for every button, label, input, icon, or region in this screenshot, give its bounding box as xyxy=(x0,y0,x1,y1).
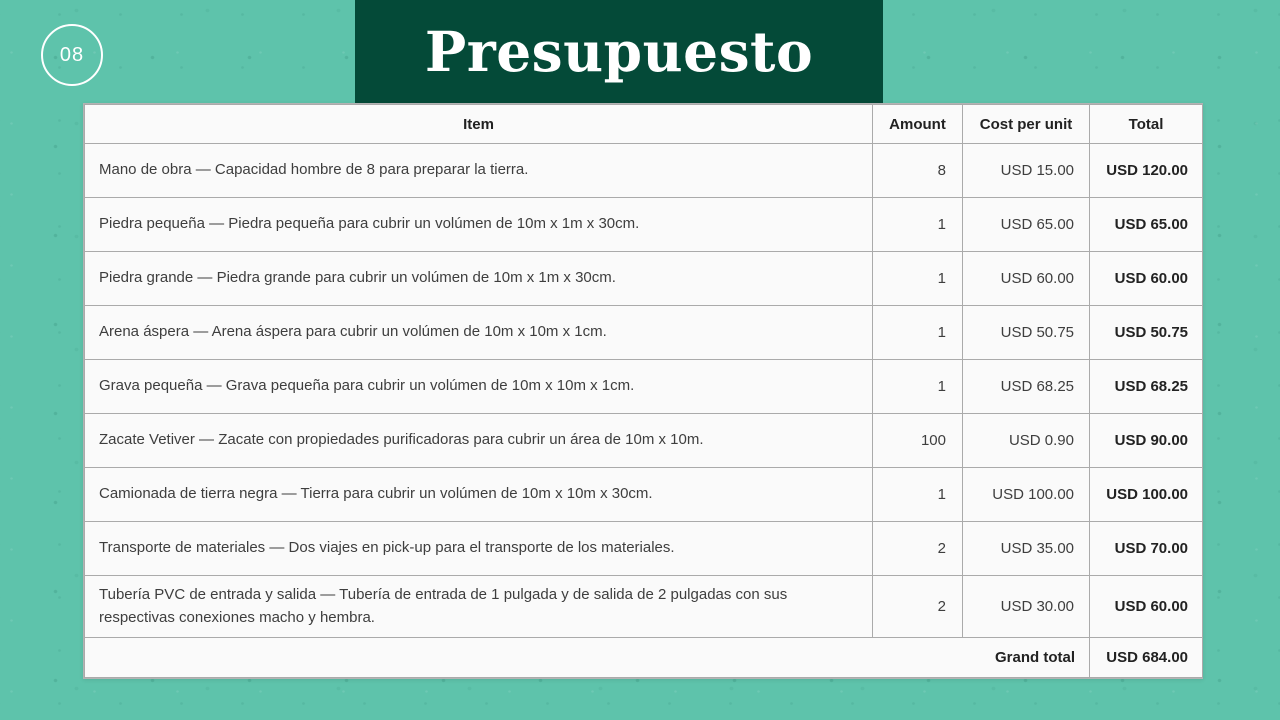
item-cell: Tubería PVC de entrada y salida — Tuberí… xyxy=(84,575,873,638)
cost-cell: USD 35.00 xyxy=(962,521,1090,576)
item-cell: Mano de obra — Capacidad hombre de 8 par… xyxy=(84,143,873,198)
amount-cell: 1 xyxy=(872,197,963,252)
cost-cell: USD 50.75 xyxy=(962,305,1090,360)
page-number-badge: 08 xyxy=(41,24,103,86)
page-number: 08 xyxy=(59,43,85,66)
amount-cell: 1 xyxy=(872,251,963,306)
item-cell: Grava pequeña — Grava pequeña para cubri… xyxy=(84,359,873,414)
amount-cell: 1 xyxy=(872,359,963,414)
table-header-row: Item Amount Cost per unit Total xyxy=(84,104,1203,144)
total-cell: USD 60.00 xyxy=(1089,251,1203,306)
total-cell: USD 60.00 xyxy=(1089,575,1203,638)
cost-cell: USD 100.00 xyxy=(962,467,1090,522)
amount-cell: 2 xyxy=(872,575,963,638)
item-cell: Transporte de materiales — Dos viajes en… xyxy=(84,521,873,576)
column-header-cost: Cost per unit xyxy=(962,104,1090,144)
total-cell: USD 70.00 xyxy=(1089,521,1203,576)
table-row: Camionada de tierra negra — Tierra para … xyxy=(84,467,1203,522)
table-row: Arena áspera — Arena áspera para cubrir … xyxy=(84,305,1203,360)
total-cell: USD 65.00 xyxy=(1089,197,1203,252)
item-cell: Piedra pequeña — Piedra pequeña para cub… xyxy=(84,197,873,252)
total-cell: USD 68.25 xyxy=(1089,359,1203,414)
budget-table-card: Item Amount Cost per unit Total Mano de … xyxy=(83,103,1203,679)
table-row: Tubería PVC de entrada y salida — Tuberí… xyxy=(84,575,1203,638)
item-cell: Zacate Vetiver — Zacate con propiedades … xyxy=(84,413,873,468)
cost-cell: USD 65.00 xyxy=(962,197,1090,252)
table-row: Zacate Vetiver — Zacate con propiedades … xyxy=(84,413,1203,468)
amount-cell: 8 xyxy=(872,143,963,198)
cost-cell: USD 15.00 xyxy=(962,143,1090,198)
column-header-total: Total xyxy=(1089,104,1203,144)
table-row: Mano de obra — Capacidad hombre de 8 par… xyxy=(84,143,1203,198)
total-cell: USD 120.00 xyxy=(1089,143,1203,198)
total-cell: USD 90.00 xyxy=(1089,413,1203,468)
cost-cell: USD 30.00 xyxy=(962,575,1090,638)
amount-cell: 1 xyxy=(872,467,963,522)
title-banner: Presupuesto xyxy=(355,0,883,103)
grand-total-value: USD 684.00 xyxy=(1089,637,1203,678)
total-cell: USD 50.75 xyxy=(1089,305,1203,360)
table-row: Piedra grande — Piedra grande para cubri… xyxy=(84,251,1203,306)
grand-total-label: Grand total xyxy=(84,637,1090,678)
budget-table: Item Amount Cost per unit Total Mano de … xyxy=(84,104,1203,678)
cost-cell: USD 60.00 xyxy=(962,251,1090,306)
column-header-item: Item xyxy=(84,104,873,144)
slide-title: Presupuesto xyxy=(424,19,814,84)
grand-total-row: Grand total USD 684.00 xyxy=(84,637,1203,678)
total-cell: USD 100.00 xyxy=(1089,467,1203,522)
cost-cell: USD 68.25 xyxy=(962,359,1090,414)
column-header-amount: Amount xyxy=(872,104,963,144)
item-cell: Arena áspera — Arena áspera para cubrir … xyxy=(84,305,873,360)
table-body: Mano de obra — Capacidad hombre de 8 par… xyxy=(84,143,1203,638)
amount-cell: 1 xyxy=(872,305,963,360)
item-cell: Camionada de tierra negra — Tierra para … xyxy=(84,467,873,522)
table-row: Grava pequeña — Grava pequeña para cubri… xyxy=(84,359,1203,414)
amount-cell: 2 xyxy=(872,521,963,576)
table-row: Piedra pequeña — Piedra pequeña para cub… xyxy=(84,197,1203,252)
table-row: Transporte de materiales — Dos viajes en… xyxy=(84,521,1203,576)
item-cell: Piedra grande — Piedra grande para cubri… xyxy=(84,251,873,306)
amount-cell: 100 xyxy=(872,413,963,468)
cost-cell: USD 0.90 xyxy=(962,413,1090,468)
